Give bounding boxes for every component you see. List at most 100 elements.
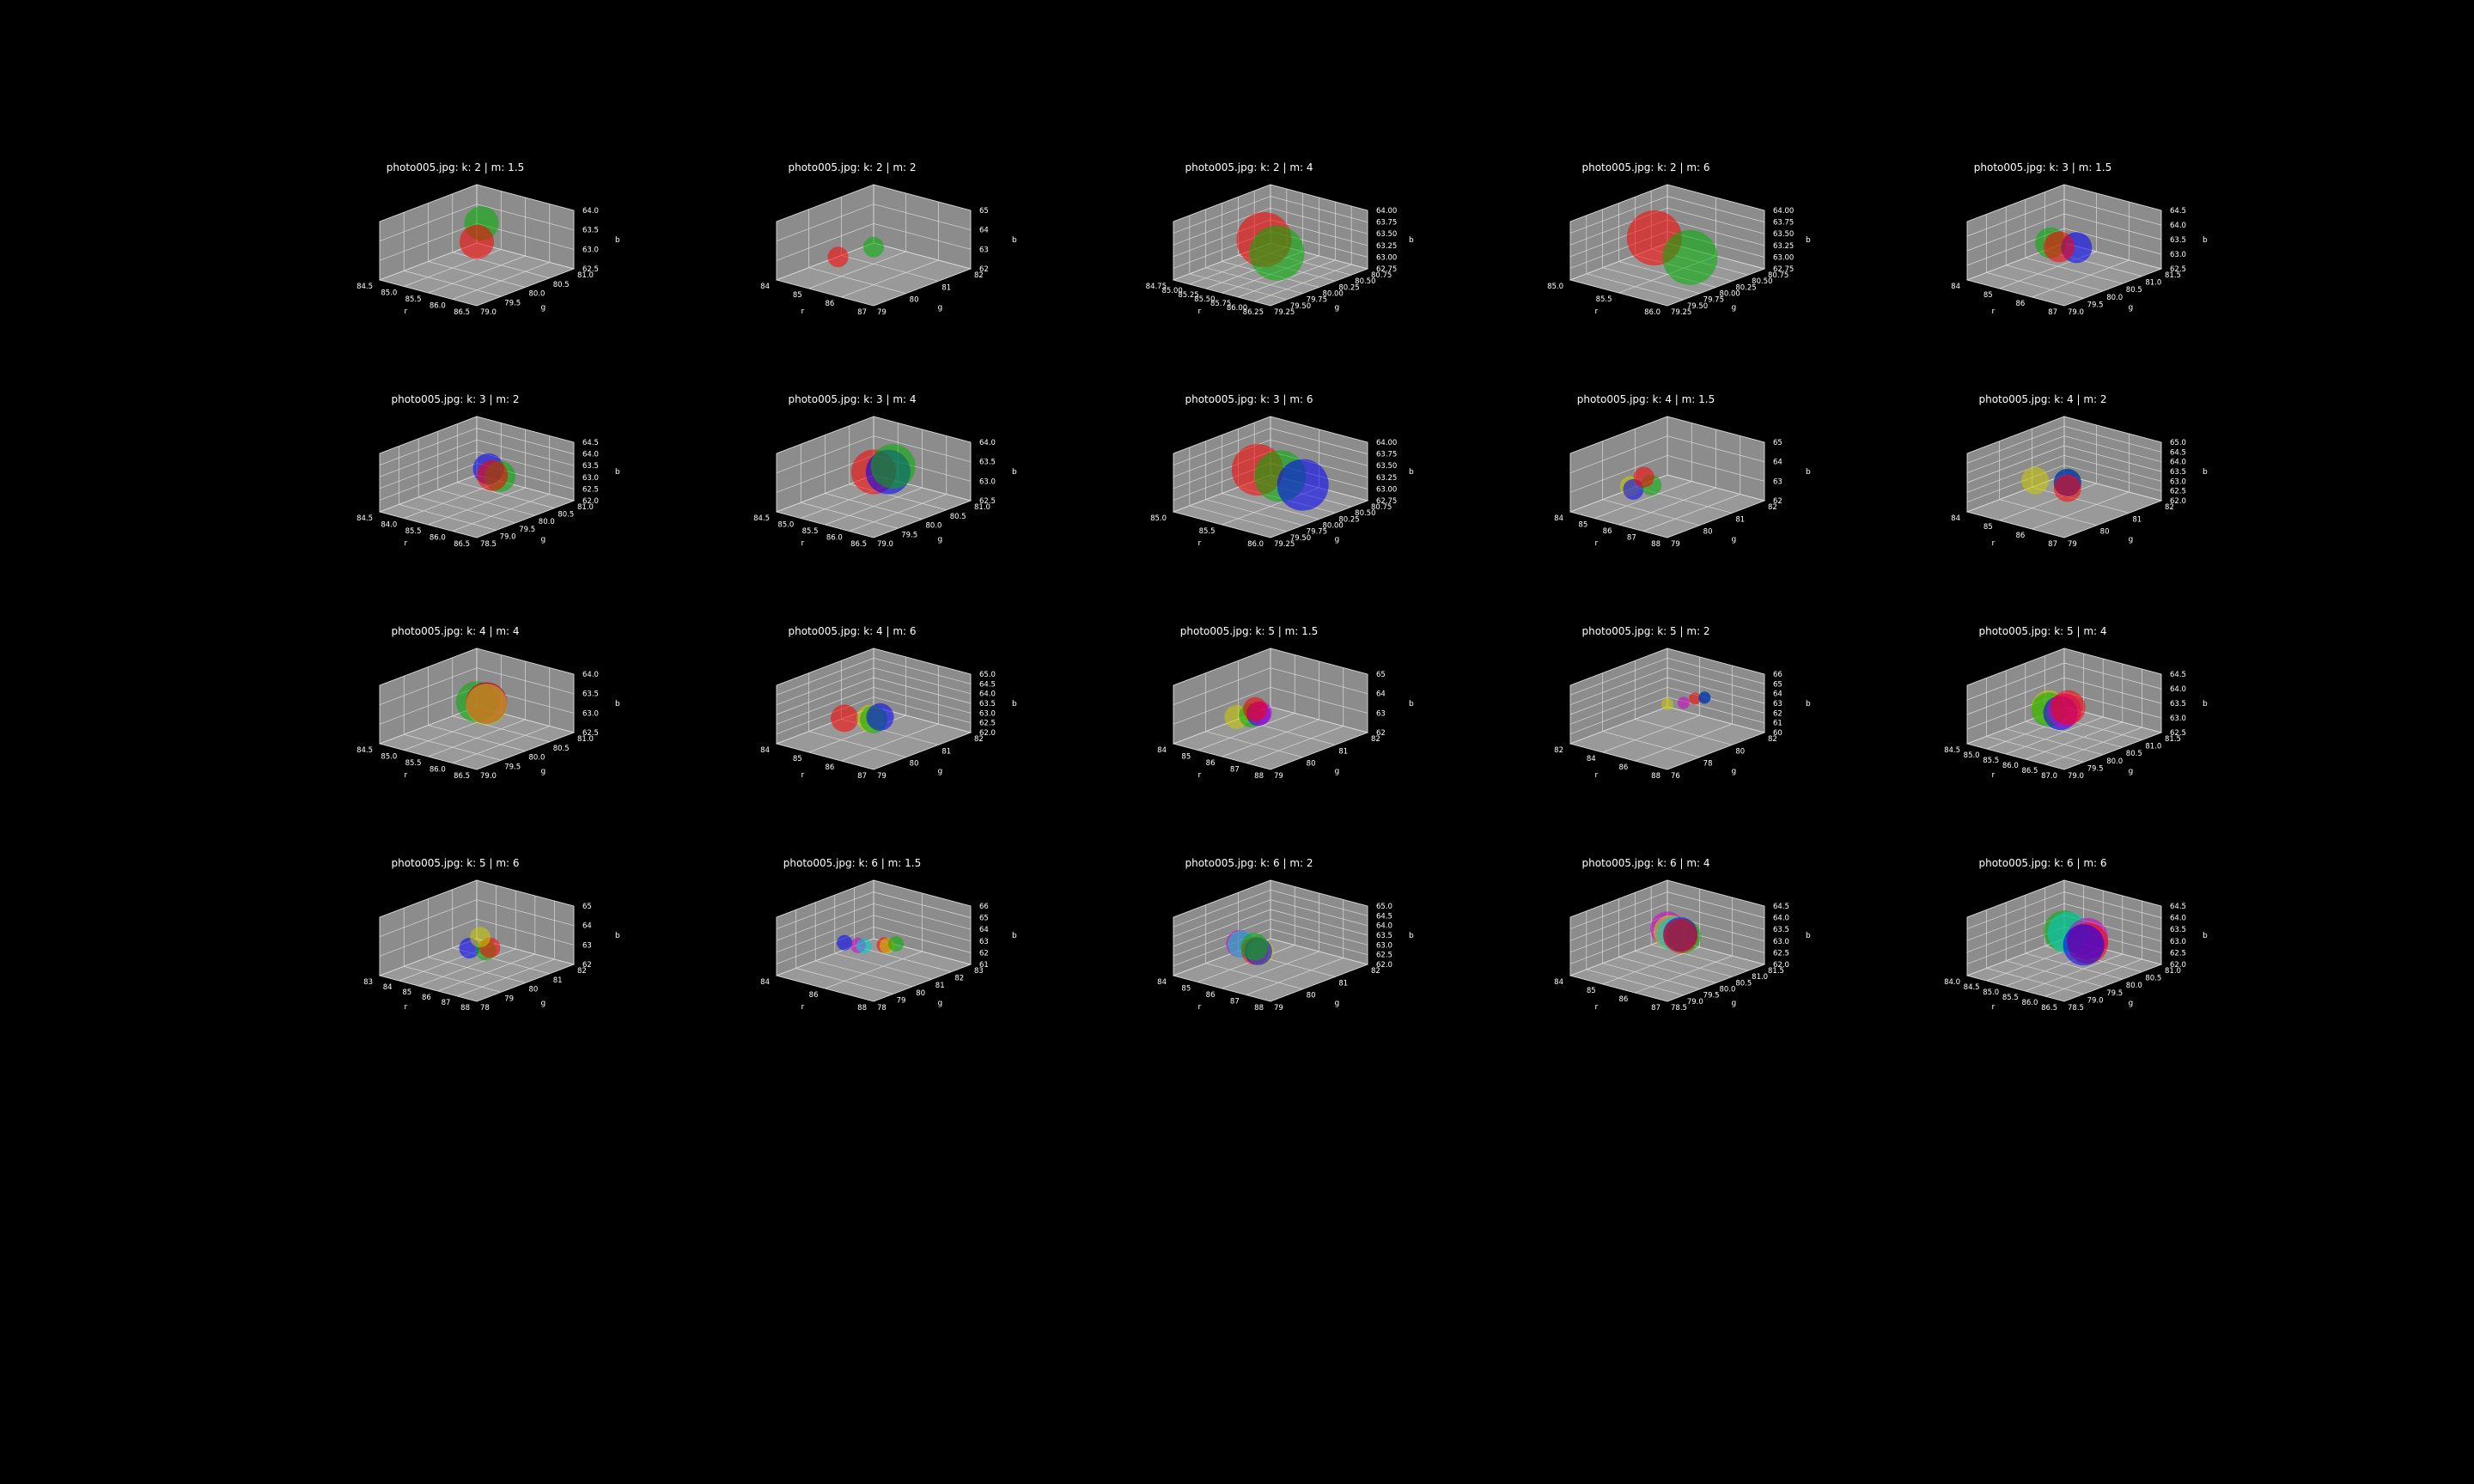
grid-line (1173, 909, 1271, 947)
z-axis-label: b (1806, 236, 1811, 245)
y-tick-label: 81.0 (2145, 743, 2161, 751)
z-tick-label: 62.5 (1376, 952, 1392, 960)
subplot-panel: photo005.jpg: k: 6 | m: 1.5 84 86 88 78 79 80 8… (715, 857, 1112, 1089)
scatter3d-plot: 84 85 86 87 79.079.580.080.581.0 81.562.5 63.0… (1951, 184, 2208, 317)
z-tick-label: 64 (979, 926, 989, 934)
y-tick-label: 80 (1703, 528, 1713, 537)
grid-line (379, 648, 478, 686)
z-tick-label: 62.5 (1773, 949, 1789, 958)
z-tick-label: 63.0 (582, 709, 599, 718)
grid-line (2063, 964, 2162, 1002)
x-tick-label: 87.0 (2041, 772, 2057, 781)
cluster-sphere (856, 938, 872, 954)
z-axis-label: b (1806, 468, 1811, 477)
grid-line (1569, 667, 1668, 705)
grid-line (2032, 259, 2130, 298)
y-tick-label: 82 (577, 967, 587, 976)
z-tick-label: 63.0 (979, 477, 996, 486)
x-tick-label: 87 (857, 772, 867, 781)
grid-line (1569, 648, 1668, 686)
z-tick-label: 63.0 (1376, 941, 1392, 950)
grid-line (1173, 899, 1271, 937)
y-tick-label: 79.75 (1307, 296, 1327, 305)
grid-line (873, 891, 972, 918)
grid-line (1205, 267, 1303, 295)
x-tick-label: 86.0 (430, 534, 446, 543)
grid-line (379, 919, 478, 957)
grid-line (801, 502, 899, 529)
y-tick-label: 81.0 (974, 503, 990, 512)
grid-line (1667, 196, 1765, 222)
grid-line (1569, 416, 1668, 454)
grid-line (873, 204, 972, 231)
x-tick-label: 86 (422, 994, 431, 1002)
y-tick-label: 80.0 (926, 522, 942, 531)
grid-line (873, 435, 972, 463)
grid-line (1270, 889, 1368, 916)
subplot-panel: photo005.jpg: k: 4 | m: 6 84 85 86 87 79 80 81 8… (715, 625, 1112, 857)
y-tick-label: 79 (2068, 540, 2077, 549)
grid-line (1966, 662, 2065, 701)
y-tick-label: 79.25 (1274, 308, 1295, 317)
grid-line (1667, 732, 1765, 770)
grid-line (2025, 952, 2123, 980)
grid-line (379, 511, 478, 538)
grid-line (1667, 677, 1765, 704)
grid-line (1966, 435, 2065, 473)
y-tick-label: 81.0 (2165, 967, 2181, 976)
z-axis-label: b (615, 468, 620, 477)
grid-line (1569, 677, 1668, 715)
grid-line (2044, 727, 2142, 765)
x-axis-label: r (1198, 771, 1202, 780)
grid-line (776, 435, 874, 473)
x-tick-label: 86 (809, 991, 819, 1000)
z-tick-label: 62.75 (1376, 497, 1397, 506)
z-axis-label: b (1409, 932, 1414, 940)
grid-line (1966, 511, 2065, 538)
z-tick-label: 64.0 (1376, 922, 1392, 931)
y-axis-label: g (2129, 768, 2134, 776)
y-axis-label: g (1335, 536, 1340, 544)
z-tick-label: 63.0 (979, 709, 996, 718)
x-tick-label: 85.5 (1199, 527, 1216, 536)
x-tick-label: 86 (826, 763, 835, 772)
scatter3d-plot: 84.5 85.0 85.5 86.0 86.5 79.0 79.5 80.0 80.5 81.0… (753, 416, 1017, 549)
subplot-panel: photo005.jpg: k: 3 | m: 1.5 84 85 86 87 79.0 7… (1905, 161, 2302, 393)
z-tick-label: 65 (1773, 680, 1782, 689)
y-tick-label: 81 (941, 283, 951, 292)
subplot-panel: photo005.jpg: k: 6 | m: 6 84.0 84.5 85.0 85.… (1905, 857, 2302, 1089)
grid-lines (1173, 416, 1368, 538)
grid-lines (776, 879, 972, 1002)
grid-line (1667, 416, 1765, 443)
z-tick-label: 63.5 (2170, 700, 2186, 709)
scatter3d-plot: 84 85 86 87 78.579.079.580.080.581.081.562.0… (1554, 879, 1811, 1013)
grid-line (1222, 719, 1319, 757)
cluster-sphere (1677, 696, 1690, 709)
grid-line (1270, 196, 1368, 222)
z-tick-label: 64.5 (1773, 903, 1789, 911)
grid-line (1966, 426, 2065, 464)
x-tick-label: 85 (1181, 985, 1191, 994)
z-tick-label: 62.0 (1376, 961, 1392, 970)
grid-line (1569, 879, 1668, 918)
grid-line (2063, 903, 2162, 930)
z-tick-label: 63.5 (979, 700, 996, 709)
x-tick-label: 87 (2048, 308, 2057, 317)
z-axis-label: b (1806, 700, 1811, 709)
cluster-sphere (2063, 924, 2105, 966)
cluster-sphere (870, 444, 916, 489)
grid-line (428, 487, 526, 526)
cluster-sphere (477, 459, 509, 491)
x-tick-label: 87 (1230, 766, 1240, 775)
grid-line (1270, 184, 1368, 211)
cluster-sphere (827, 246, 849, 268)
grid-line (776, 511, 874, 538)
x-axis-label: r (1198, 539, 1202, 548)
grid-line (452, 494, 550, 532)
grid-line (834, 952, 932, 980)
x-tick-label: 86 (826, 300, 835, 308)
y-axis-label: g (938, 768, 943, 776)
